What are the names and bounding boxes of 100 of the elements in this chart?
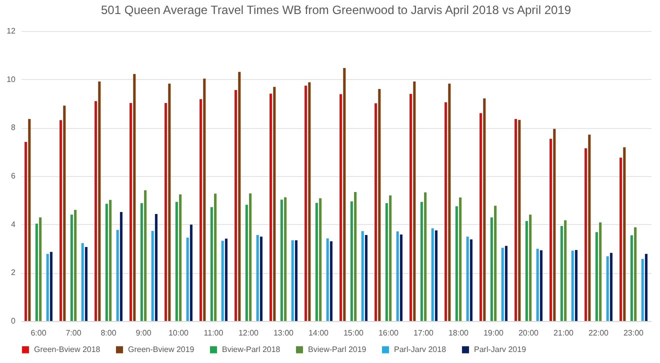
bar [168, 84, 171, 321]
x-tick-label: 20:00 [518, 328, 540, 338]
bar [63, 106, 66, 321]
bar [60, 120, 62, 321]
x-tick-label: 21:00 [553, 328, 574, 338]
bar [210, 207, 213, 321]
bar [39, 217, 42, 321]
bar [343, 68, 346, 321]
bar [459, 198, 462, 321]
bar [424, 192, 427, 321]
bar [164, 103, 168, 321]
bar [280, 200, 283, 321]
bar [109, 200, 112, 321]
x-tick-label: 9:00 [136, 328, 152, 338]
bar [536, 248, 539, 321]
bar [224, 238, 228, 321]
bar [238, 72, 241, 321]
x-tick-label: 17:00 [413, 328, 434, 338]
bar [98, 82, 101, 321]
bar [483, 98, 486, 321]
bar [413, 82, 416, 321]
bar [315, 202, 318, 321]
bar [444, 102, 448, 321]
x-tick-label: 11:00 [204, 328, 224, 338]
y-tick-label: 10 [6, 74, 16, 84]
bar [130, 103, 132, 321]
bar [564, 220, 567, 321]
bar [70, 214, 73, 321]
bar [553, 128, 556, 321]
bar [291, 240, 294, 321]
legend-label: Parl-Jarv 2019 [474, 344, 527, 354]
bar [641, 258, 644, 321]
bar [584, 148, 588, 321]
bar [200, 99, 202, 321]
bar [24, 142, 28, 321]
bar [504, 246, 508, 321]
bar [94, 101, 98, 321]
x-tick-label: 19:00 [483, 328, 504, 338]
bar [378, 89, 381, 321]
bar [116, 230, 119, 321]
bar [151, 230, 154, 321]
bar [203, 78, 206, 321]
bar [420, 202, 423, 321]
bar [330, 241, 332, 321]
x-tick-label: 16:00 [378, 328, 400, 338]
y-tick-label: 0 [11, 316, 16, 326]
bar [140, 203, 143, 321]
bar [574, 250, 578, 321]
bar [84, 247, 88, 321]
y-tick-label: 4 [11, 220, 16, 229]
bar [518, 120, 521, 321]
bar [28, 118, 31, 321]
bar [154, 214, 158, 321]
bar [550, 138, 552, 321]
bar [308, 82, 311, 321]
bar [588, 134, 591, 321]
x-tick-label: 7:00 [66, 328, 82, 338]
bar [634, 227, 637, 321]
bar [620, 158, 622, 321]
bar [494, 206, 497, 321]
bar [599, 222, 602, 321]
bar [470, 239, 472, 321]
bar [214, 194, 217, 321]
bar [35, 224, 38, 321]
x-tick-label: 6:00 [30, 328, 47, 338]
bar [354, 192, 357, 321]
bar [50, 252, 52, 321]
bar [644, 254, 648, 321]
chart-title: 501 Queen Average Travel Times WB from Greenwood to Jarvis April 2018 vs April 2019 [100, 3, 572, 17]
bar [466, 236, 469, 321]
bar [350, 201, 353, 321]
bar [490, 217, 493, 321]
bar [455, 206, 458, 321]
bar [319, 198, 322, 321]
y-tick-label: 2 [11, 268, 16, 278]
bar [144, 190, 147, 321]
bar [448, 84, 451, 321]
legend-label: Green-Bview 2019 [128, 344, 195, 354]
bar [175, 202, 178, 321]
bar [595, 232, 598, 321]
y-tick-label: 8 [11, 123, 16, 132]
bar [571, 250, 574, 321]
bar [294, 240, 298, 321]
y-tick-label: 6 [11, 172, 16, 180]
bar [361, 231, 364, 321]
bar [81, 243, 84, 321]
bar [385, 203, 388, 321]
bar [610, 252, 612, 321]
bar [501, 248, 504, 321]
bar [630, 235, 633, 321]
bar [396, 231, 399, 321]
bar [256, 234, 259, 321]
legend-label: Parl-Jarv 2018 [394, 344, 447, 354]
bar [529, 214, 532, 321]
x-tick-label: 8:00 [100, 328, 117, 338]
bar [400, 234, 402, 321]
bar [260, 236, 262, 321]
bar [340, 94, 342, 321]
bar [273, 86, 276, 321]
bar [234, 90, 238, 321]
